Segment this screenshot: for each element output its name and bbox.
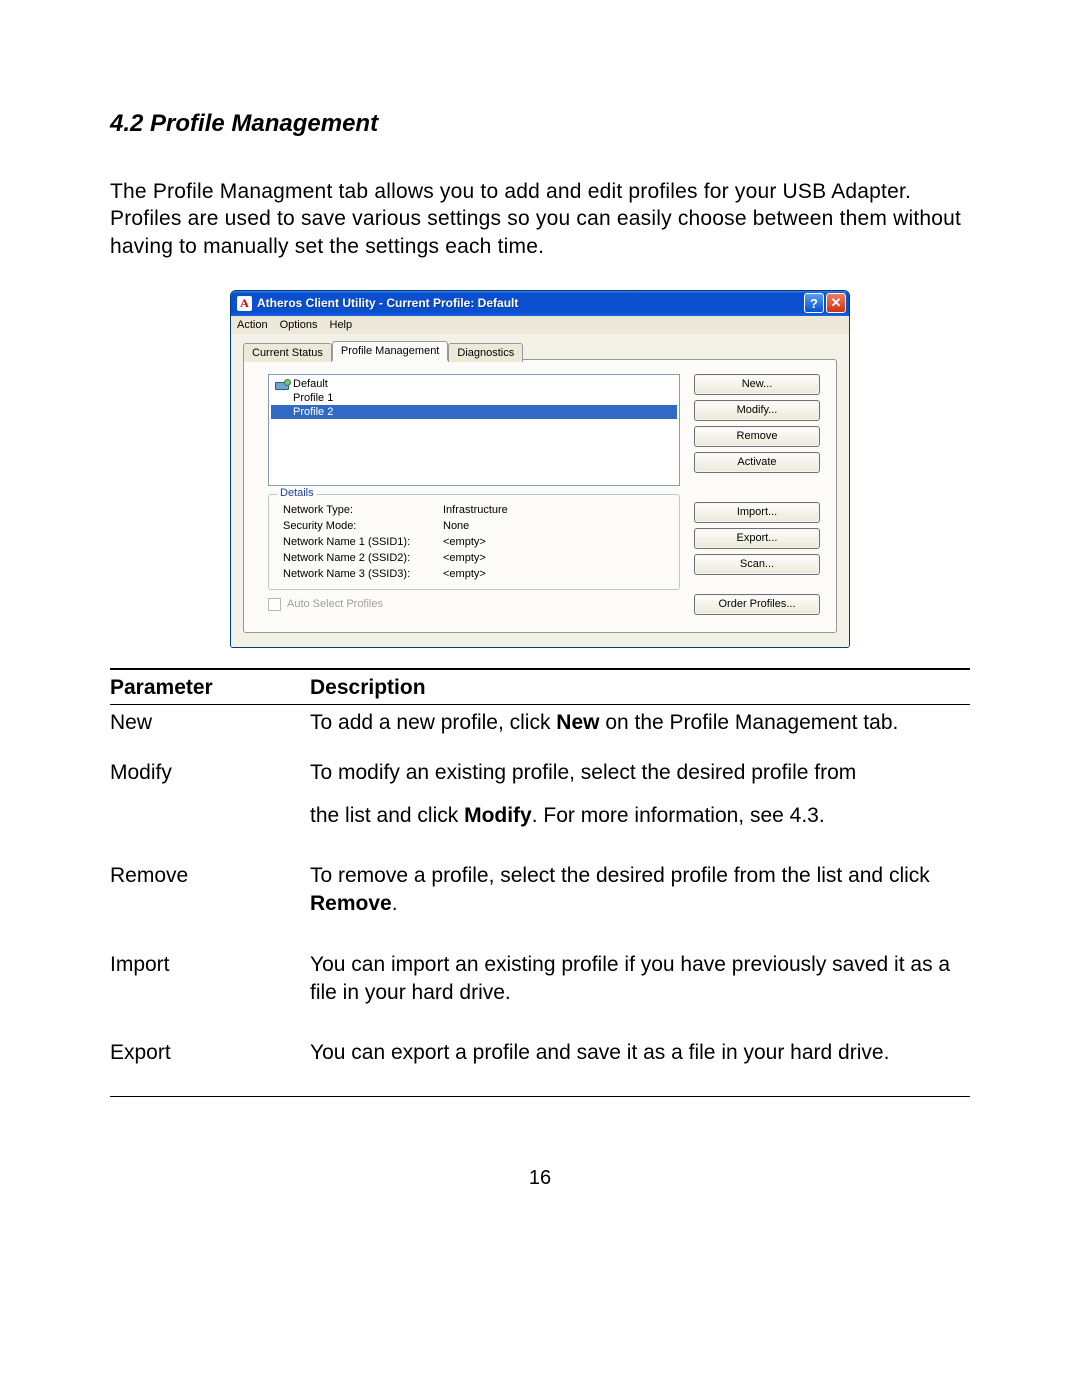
desc-text: on the Profile Management tab.	[599, 711, 898, 734]
close-button[interactable]: ✕	[826, 293, 846, 313]
tabstrip: Current Status Profile Management Diagno…	[243, 341, 837, 360]
detail-ssid1: Network Name 1 (SSID1): <empty>	[283, 535, 669, 551]
import-button[interactable]: Import...	[694, 502, 820, 523]
profile-label: Profile 2	[293, 406, 333, 418]
detail-ssid3: Network Name 3 (SSID3): <empty>	[283, 567, 669, 583]
detail-label: Network Type:	[283, 503, 443, 519]
desc-text: To remove a profile, select the desired …	[310, 864, 930, 887]
detail-label: Network Name 1 (SSID1):	[283, 535, 443, 551]
section-heading: 4.2 Profile Management	[110, 110, 970, 138]
detail-label: Security Mode:	[283, 519, 443, 535]
desc-bold: Modify	[464, 804, 532, 827]
tab-diagnostics[interactable]: Diagnostics	[448, 343, 523, 362]
button-spacer	[694, 580, 820, 594]
detail-label: Network Name 2 (SSID2):	[283, 551, 443, 567]
desc-text: To add a new profile, click	[310, 711, 556, 734]
export-button[interactable]: Export...	[694, 528, 820, 549]
menu-action[interactable]: Action	[237, 319, 268, 331]
app-icon: A	[237, 296, 252, 311]
desc-text: .	[392, 892, 398, 915]
param-desc: To add a new profile, click New on the P…	[310, 709, 970, 737]
param-name: Import	[110, 951, 310, 1008]
table-body: New To add a new profile, click New on t…	[110, 705, 970, 1096]
help-button[interactable]: ?	[804, 293, 824, 313]
header-parameter: Parameter	[110, 676, 310, 700]
table-row-new: New To add a new profile, click New on t…	[110, 705, 970, 755]
profile-item-default[interactable]: Default	[271, 377, 677, 391]
screenshot-window-wrapper: A Atheros Client Utility - Current Profi…	[230, 290, 850, 648]
scan-button[interactable]: Scan...	[694, 554, 820, 575]
param-name: Remove	[110, 862, 310, 919]
tab-current-status[interactable]: Current Status	[243, 343, 332, 362]
detail-label: Network Name 3 (SSID3):	[283, 567, 443, 583]
intro-paragraph: The Profile Managment tab allows you to …	[110, 178, 970, 260]
detail-value: <empty>	[443, 551, 486, 567]
detail-ssid2: Network Name 2 (SSID2): <empty>	[283, 551, 669, 567]
left-column: Default Profile 1 Profile 2 Details Netw…	[268, 374, 680, 620]
detail-value: Infrastructure	[443, 503, 508, 519]
detail-network-type: Network Type: Infrastructure	[283, 503, 669, 519]
auto-select-label: Auto Select Profiles	[287, 598, 383, 610]
profile-item-1[interactable]: Profile 1	[271, 391, 677, 405]
order-profiles-button[interactable]: Order Profiles...	[694, 594, 820, 615]
table-row-export: Export You can export a profile and save…	[110, 1035, 970, 1095]
desc-text: the list and click	[310, 804, 464, 827]
detail-value: None	[443, 519, 469, 535]
right-column: New... Modify... Remove Activate Import.…	[694, 374, 820, 620]
table-row-remove: Remove To remove a profile, select the d…	[110, 858, 970, 947]
auto-select-checkbox	[268, 598, 281, 611]
new-button[interactable]: New...	[694, 374, 820, 395]
tab-profile-management[interactable]: Profile Management	[332, 341, 448, 361]
details-legend: Details	[277, 487, 317, 499]
desc-bold: New	[556, 711, 599, 734]
param-name: Modify	[110, 759, 310, 830]
profile-label: Default	[293, 378, 328, 390]
param-name: New	[110, 709, 310, 737]
details-group: Details Network Type: Infrastructure Sec…	[268, 494, 680, 590]
modify-button[interactable]: Modify...	[694, 400, 820, 421]
desc-text: . For more information, see 4.3.	[532, 804, 825, 827]
window-title: Atheros Client Utility - Current Profile…	[257, 296, 802, 310]
detail-value: <empty>	[443, 535, 486, 551]
detail-security-mode: Security Mode: None	[283, 519, 669, 535]
titlebar: A Atheros Client Utility - Current Profi…	[231, 291, 849, 316]
param-desc: To remove a profile, select the desired …	[310, 862, 970, 919]
auto-select-profiles: Auto Select Profiles	[268, 598, 680, 611]
table-row-import: Import You can import an existing profil…	[110, 947, 970, 1036]
param-name: Export	[110, 1039, 310, 1067]
menubar: Action Options Help	[231, 316, 849, 334]
table-row-modify: Modify To modify an existing profile, se…	[110, 755, 970, 858]
remove-button[interactable]: Remove	[694, 426, 820, 447]
param-desc: You can export a profile and save it as …	[310, 1039, 970, 1067]
table-header: Parameter Description	[110, 670, 970, 705]
detail-value: <empty>	[443, 567, 486, 583]
param-desc: You can import an existing profile if yo…	[310, 951, 970, 1008]
atheros-window: A Atheros Client Utility - Current Profi…	[230, 290, 850, 648]
activate-button[interactable]: Activate	[694, 452, 820, 473]
menu-options[interactable]: Options	[280, 319, 318, 331]
desc-text: To modify an existing profile, select th…	[310, 761, 856, 784]
client-area: Current Status Profile Management Diagno…	[231, 334, 849, 647]
profile-icon	[275, 379, 289, 389]
page-number: 16	[110, 1167, 970, 1190]
header-description: Description	[310, 676, 970, 700]
menu-help[interactable]: Help	[330, 319, 353, 331]
param-desc: To modify an existing profile, select th…	[310, 759, 970, 830]
parameter-table: Parameter Description New To add a new p…	[110, 668, 970, 1097]
button-spacer	[694, 478, 820, 502]
desc-bold: Remove	[310, 892, 392, 915]
tab-page: Default Profile 1 Profile 2 Details Netw…	[243, 359, 837, 633]
profile-item-2-selected[interactable]: Profile 2	[271, 405, 677, 419]
profile-label: Profile 1	[293, 392, 333, 404]
profile-list[interactable]: Default Profile 1 Profile 2	[268, 374, 680, 486]
